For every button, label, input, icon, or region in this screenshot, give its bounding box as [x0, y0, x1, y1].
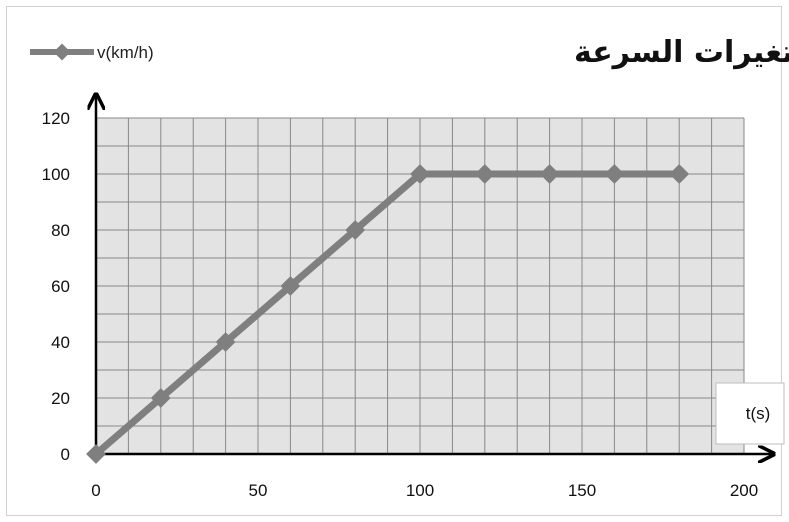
data-point — [410, 164, 430, 184]
legend: v(km/h) — [30, 43, 154, 62]
legend-marker-icon — [53, 43, 71, 61]
x-tick-label: 150 — [568, 481, 596, 500]
series-group — [86, 164, 690, 464]
x-axis-title: t(s) — [746, 404, 771, 423]
x-tick-label: 200 — [730, 481, 758, 500]
y-tick-label: 0 — [61, 445, 70, 464]
y-tick-label: 40 — [51, 333, 70, 352]
x-tick-label: 0 — [91, 481, 100, 500]
legend-label: v(km/h) — [97, 43, 154, 62]
data-point — [280, 276, 301, 296]
y-tick-labels: 0 20 40 60 80 100 120 — [42, 109, 70, 464]
x-tick-labels: 0 50 100 150 200 — [91, 481, 758, 500]
data-point — [474, 164, 495, 184]
y-tick-label: 60 — [51, 277, 70, 296]
x-tick-label: 100 — [406, 481, 434, 500]
y-tick-label: 100 — [42, 165, 70, 184]
y-tick-label: 80 — [51, 221, 70, 240]
data-point — [215, 332, 236, 352]
x-tick-label: 50 — [249, 481, 268, 500]
chart-frame — [6, 6, 782, 516]
x-axis-title-box — [715, 382, 785, 445]
series-line — [93, 170, 680, 457]
chart-title: مخطط تغيرات السرعة — [574, 35, 789, 70]
data-point — [345, 220, 366, 240]
data-point — [86, 444, 106, 464]
data-point — [150, 388, 171, 408]
y-tick-label: 20 — [51, 389, 70, 408]
y-tick-label: 120 — [42, 109, 70, 128]
